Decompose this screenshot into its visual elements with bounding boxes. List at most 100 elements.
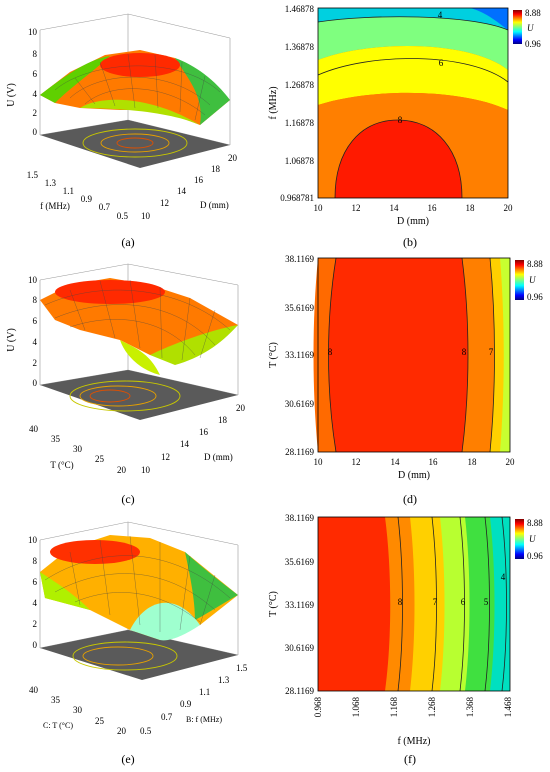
panel-c-zlabel: U (V)	[6, 328, 17, 352]
panel-c-caption: (c)	[121, 492, 134, 506]
tick-a-r0: 10	[141, 211, 151, 221]
panel-d-xticks: 10 12 14 16 18 20	[314, 457, 516, 467]
tick-f-x5: 1.468	[503, 697, 513, 718]
tick-f-x1: 1.068	[351, 697, 361, 718]
tick-c-z2: 4	[33, 337, 38, 347]
panel-a-floor	[40, 120, 230, 168]
panel-d-heatmap-bands	[313, 258, 510, 452]
panel-d-colorbar-min: 0.96	[527, 292, 543, 302]
tick-c-r4: 18	[218, 415, 228, 425]
tick-f-x0: 0.968	[313, 697, 323, 718]
tick-a-z3: 6	[33, 69, 38, 79]
contour-label-d-2: 7	[489, 347, 494, 357]
panel-d-colorbar	[515, 260, 524, 300]
panel-b-plot-frame	[317, 7, 509, 199]
tick-f-y2: 33.1169	[285, 600, 314, 610]
panel-a-leftlabel: f (MHz)	[40, 201, 70, 211]
panel-c-surface-colors	[55, 280, 238, 375]
panel-b-caption: (b)	[403, 235, 417, 249]
tick-c-l4: 20	[117, 465, 127, 475]
tick-a-l3: 0.9	[81, 194, 93, 204]
tick-c-z0: 0	[33, 378, 38, 388]
panel-a-left-ticks: 1.5 1.3 1.1 0.9 0.7 0.5	[27, 170, 129, 221]
panel-b-heatmap-bands	[318, 8, 508, 198]
tick-d-x3: 16	[429, 457, 439, 467]
panel-e-floor	[40, 630, 238, 680]
panel-e-surface-mesh	[44, 535, 231, 632]
panel-c: 0 2 4 6 8 10 U (V) 40 35 30 25 20 T (°C)…	[6, 263, 246, 506]
tick-f-y0: 38.1169	[285, 513, 314, 523]
tick-a-r2: 14	[177, 186, 187, 196]
contour-label-f-3: 5	[484, 597, 489, 607]
tick-b-x2: 14	[390, 203, 400, 213]
contour-label-f-4: 4	[501, 572, 506, 582]
tick-e-z0: 0	[33, 640, 38, 650]
tick-a-l4: 0.7	[99, 202, 111, 212]
panel-f-contour-labels: 8 7 6 5 4	[398, 572, 506, 607]
tick-a-l5: 0.5	[117, 211, 129, 221]
tick-f-x4: 1.368	[465, 697, 475, 718]
tick-e-r3: 1.1	[199, 687, 210, 697]
panel-e-right-ticks: 0.5 0.7 0.9 1.1 1.3 1.5	[140, 663, 248, 736]
tick-b-y3: 1.16878	[285, 118, 315, 128]
tick-f-y3: 30.6169	[285, 643, 315, 653]
tick-a-z4: 8	[33, 49, 38, 59]
tick-a-l0: 1.5	[27, 170, 39, 180]
contour-label-b-0: 4	[438, 10, 443, 20]
panel-f-colorbar-min: 0.96	[527, 551, 543, 561]
contour-label-f-1: 7	[433, 597, 438, 607]
panel-b-colorbar-min: 0.96	[525, 39, 541, 49]
panel-c-z-ticks: 0 2 4 6 8 10	[28, 275, 38, 388]
panel-d-plot-frame	[317, 257, 511, 453]
panel-f-colorbar-label: U	[529, 534, 536, 544]
tick-e-r2: 0.9	[180, 699, 192, 709]
panel-c-right-ticks: 10 12 14 16 18 20	[141, 403, 246, 475]
tick-e-r1: 0.7	[161, 712, 173, 722]
tick-b-y0: 1.46878	[285, 4, 315, 14]
tick-b-x0: 10	[314, 203, 324, 213]
panel-f-contours	[397, 516, 507, 692]
tick-b-y5: 0.968781	[280, 193, 314, 203]
panel-c-left-ticks: 40 35 30 25 20	[29, 424, 127, 475]
panel-f-ylabel: T (°C)	[268, 591, 279, 617]
panel-e-z-ticks: 0 2 4 6 8 10	[28, 535, 38, 650]
panel-d-contours	[328, 257, 495, 453]
panel-a-zlabel: U (V)	[6, 83, 17, 107]
tick-a-z0: 0	[33, 127, 38, 137]
panel-e: 0 2 4 6 8 10 40 35 30 25 20 C: T (°C) 0.…	[28, 521, 248, 766]
tick-e-l1: 35	[51, 695, 61, 705]
panel-e-left-ticks: 40 35 30 25 20	[29, 685, 127, 736]
tick-e-z3: 6	[33, 577, 38, 587]
panel-b-yticks: 1.46878 1.36878 1.26878 1.16878 1.06878 …	[280, 4, 314, 203]
tick-c-r1: 12	[161, 452, 170, 462]
tick-d-x0: 10	[314, 457, 324, 467]
tick-a-z2: 4	[33, 89, 38, 99]
panel-d-ylabel: T (°C)	[268, 342, 279, 368]
panel-c-rightlabel: D (mm)	[204, 452, 233, 462]
tick-a-l1: 1.3	[45, 178, 57, 188]
contour-label-d-1: 8	[462, 347, 467, 357]
tick-f-y4: 28.1169	[285, 686, 314, 696]
panel-b-contours	[317, 16, 509, 199]
tick-b-x1: 12	[352, 203, 361, 213]
panel-a-surface-colors	[40, 53, 230, 125]
tick-d-y3: 30.6169	[285, 399, 315, 409]
panel-f-heatmap-bands	[385, 517, 510, 691]
panel-b-xlabel: D (mm)	[397, 216, 429, 227]
tick-d-x2: 14	[391, 457, 401, 467]
tick-c-l3: 25	[95, 454, 105, 464]
panel-e-floor-contours	[72, 641, 178, 671]
panel-d-colorbar-max: 8.88	[527, 259, 543, 269]
tick-c-r0: 10	[141, 465, 151, 475]
panel-d-caption: (d)	[403, 492, 417, 506]
tick-a-z1: 2	[33, 108, 38, 118]
panel-c-floor-contours	[69, 380, 181, 412]
tick-e-z4: 8	[33, 556, 38, 566]
tick-a-z5: 10	[28, 27, 38, 37]
panel-b-ylabel: f (MHz)	[268, 86, 279, 119]
tick-c-r2: 14	[180, 439, 190, 449]
panel-f-colorbar-max: 8.88	[527, 518, 543, 528]
panel-b-colorbar-max: 8.88	[525, 8, 541, 18]
tick-c-l0: 40	[29, 424, 39, 434]
panel-f-xlabel: f (MHz)	[397, 736, 430, 747]
